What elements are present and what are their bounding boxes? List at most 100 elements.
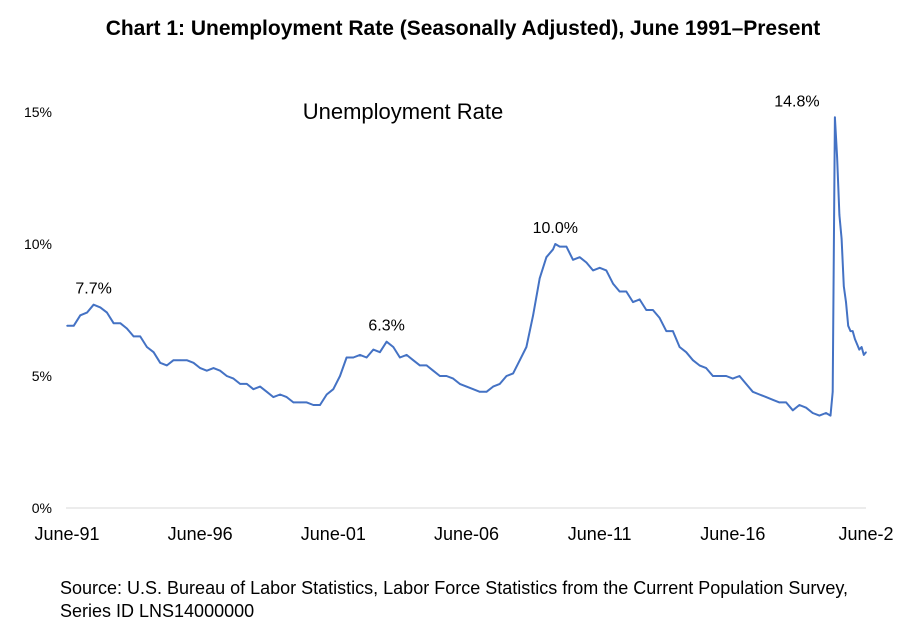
- unemployment-line-chart: Unemployment Rate 0%5%10%15% June-91 June…: [24, 93, 894, 544]
- data-point: [92, 303, 95, 306]
- data-point: [558, 245, 561, 248]
- data-point: [312, 404, 315, 406]
- data-point: [452, 377, 455, 380]
- data-point: [592, 269, 594, 272]
- data-point: [605, 269, 608, 272]
- data-point: [485, 391, 488, 393]
- data-point: [625, 290, 628, 293]
- data-point: [718, 375, 721, 377]
- data-point: [638, 298, 641, 301]
- data-point: [554, 243, 557, 245]
- data-point: [858, 348, 861, 351]
- data-point: [843, 285, 845, 288]
- data-point: [836, 156, 838, 158]
- data-point: [798, 404, 801, 406]
- data-point: [745, 383, 747, 385]
- unemployment-rate-line: [67, 116, 867, 417]
- data-point: [86, 311, 88, 314]
- data-point: [772, 399, 774, 401]
- data-point: [372, 348, 375, 351]
- data-points: [66, 116, 867, 417]
- data-point: [379, 351, 381, 354]
- data-point: [212, 367, 215, 369]
- data-point: [685, 351, 687, 354]
- data-point: [725, 375, 727, 377]
- data-point: [645, 309, 648, 311]
- data-point: [199, 367, 201, 369]
- data-point: [831, 391, 834, 393]
- y-tick-label: 15%: [24, 104, 52, 120]
- data-point: [532, 314, 534, 317]
- y-tick-label: 5%: [32, 368, 52, 384]
- data-point: [405, 354, 408, 356]
- data-point: [99, 306, 102, 309]
- chart-title: Unemployment Rate: [303, 99, 504, 124]
- source-note: Source: U.S. Bureau of Labor Statistics,…: [60, 578, 849, 621]
- data-point: [863, 354, 865, 356]
- data-point: [72, 325, 75, 327]
- x-tick-label: June-16: [700, 524, 765, 544]
- data-point: [285, 396, 288, 398]
- data-point: [838, 214, 841, 216]
- data-point: [126, 327, 128, 330]
- data-point: [186, 359, 188, 362]
- data-point: [552, 248, 554, 251]
- data-point: [139, 335, 141, 338]
- data-point: [439, 375, 441, 377]
- data-point: [206, 369, 208, 372]
- data-point: [219, 369, 221, 372]
- data-point: [399, 356, 401, 359]
- data-point: [146, 346, 148, 348]
- data-point: [652, 309, 654, 311]
- data-point: [678, 346, 681, 348]
- data-label: 6.3%: [368, 318, 404, 335]
- data-point: [479, 391, 481, 393]
- data-point: [865, 351, 867, 354]
- data-point: [778, 401, 781, 404]
- data-point: [305, 401, 308, 404]
- data-label: 10.0%: [533, 220, 578, 237]
- data-point: [345, 356, 348, 359]
- data-point: [132, 335, 135, 338]
- data-point: [232, 377, 235, 380]
- data-point: [106, 311, 108, 314]
- data-point: [519, 359, 521, 362]
- data-point: [272, 396, 275, 398]
- x-tick-label: June-01: [301, 524, 366, 544]
- data-point: [618, 290, 621, 293]
- data-point: [505, 375, 508, 377]
- data-point: [425, 364, 428, 367]
- data-point: [825, 412, 827, 414]
- data-point: [292, 401, 295, 404]
- data-point: [785, 401, 787, 404]
- y-tick-label: 10%: [24, 236, 52, 252]
- data-point: [192, 362, 195, 364]
- data-point: [392, 346, 395, 348]
- data-point: [352, 356, 355, 359]
- data-point: [612, 282, 614, 285]
- data-point: [856, 343, 858, 346]
- data-point: [359, 354, 361, 356]
- data-point: [658, 317, 661, 319]
- data-point: [365, 356, 368, 359]
- data-point: [152, 351, 155, 354]
- data-point: [119, 322, 122, 325]
- y-tick-label: 0%: [32, 500, 52, 516]
- y-axis-ticks: 0% 5% 10% 15%: [24, 104, 52, 516]
- data-point: [860, 346, 863, 348]
- data-point: [299, 401, 301, 404]
- data-point: [849, 330, 852, 332]
- data-point: [698, 364, 701, 367]
- data-point: [239, 383, 241, 385]
- data-point: [226, 375, 228, 377]
- data-point: [805, 406, 807, 409]
- data-point: [829, 414, 832, 417]
- data-point: [738, 375, 741, 377]
- data-point: [811, 412, 814, 414]
- data-point: [578, 256, 581, 259]
- data-point: [179, 359, 181, 362]
- data-point: [246, 383, 248, 385]
- data-point: [445, 375, 448, 377]
- data-point: [172, 359, 175, 362]
- data-point: [459, 383, 461, 385]
